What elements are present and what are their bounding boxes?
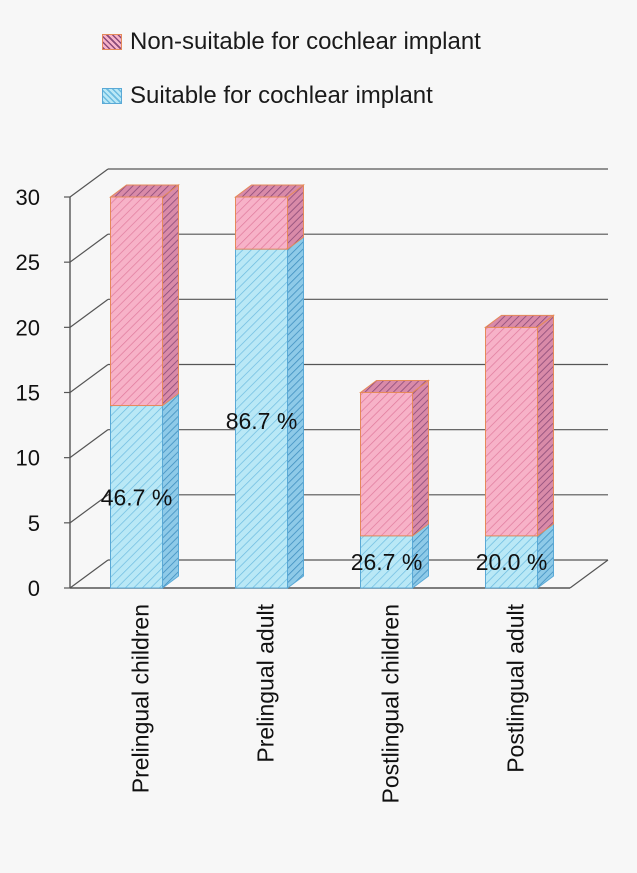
y-tick-label: 25 [16,250,40,275]
data-label-1: 86.7 % [226,408,298,434]
y-tick-label: 30 [16,185,40,210]
bar-suitable-1 [235,248,288,589]
legend: Non-suitable for cochlear implant Suitab… [102,28,481,136]
bar-side-1-2 [412,379,429,537]
bar-top-3 [484,314,555,328]
data-label-2: 26.7 % [351,549,423,575]
bar-top-2 [359,380,430,393]
bar-top-0 [109,184,180,198]
legend-item-non-suitable: Non-suitable for cochlear implant [102,28,481,56]
grid-diagonal [69,233,109,263]
bar-side-1-0 [162,184,179,407]
grid-diagonal [69,429,109,459]
bar-non-suitable-3 [485,326,538,537]
bar-suitable-2 [360,535,413,589]
floor-edge [569,559,609,589]
bar-non-suitable-2 [360,392,413,537]
legend-swatch-suitable [102,88,122,104]
grid-diagonal [69,168,109,198]
x-tick-label-3: Postlingual adult [503,603,529,772]
x-tick-label-0: Prelingual children [128,604,154,793]
y-tick-label: 10 [16,446,40,471]
legend-item-suitable: Suitable for cochlear implant [102,82,481,110]
grid-diagonal [69,298,109,328]
bar-suitable-0 [110,405,163,589]
legend-swatch-non-suitable [102,34,122,50]
bar-non-suitable-1 [235,196,288,250]
legend-label-non-suitable: Non-suitable for cochlear implant [130,28,481,55]
data-label-0: 46.7 % [101,485,173,511]
y-tick-label: 0 [28,576,40,601]
legend-label-suitable: Suitable for cochlear implant [130,82,433,109]
data-label-3: 20.0 % [476,549,548,575]
y-tick-label: 20 [16,315,40,340]
bar-side-1-3 [537,314,554,537]
grid-diagonal [69,559,109,589]
grid-diagonal [69,494,109,524]
grid-diagonal [69,364,109,393]
bar-non-suitable-0 [110,196,163,407]
x-tick-label-1: Prelingual adult [253,603,279,762]
y-tick-label: 5 [28,511,40,536]
bar-top-1 [234,184,305,198]
x-tick-label-2: Postlingual children [378,604,404,803]
y-tick-label: 15 [16,381,40,406]
